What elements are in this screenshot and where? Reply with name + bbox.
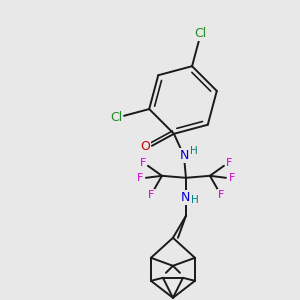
Text: F: F <box>226 158 232 168</box>
Text: F: F <box>148 190 154 200</box>
Text: O: O <box>140 140 150 153</box>
Text: F: F <box>229 173 235 183</box>
Text: N: N <box>179 149 189 162</box>
Text: Cl: Cl <box>110 111 122 124</box>
Text: N: N <box>180 191 190 204</box>
Text: F: F <box>140 158 146 168</box>
Text: Cl: Cl <box>195 27 207 40</box>
Text: F: F <box>137 173 143 183</box>
Text: H: H <box>191 195 199 205</box>
Text: H: H <box>190 146 198 156</box>
Text: F: F <box>218 190 224 200</box>
